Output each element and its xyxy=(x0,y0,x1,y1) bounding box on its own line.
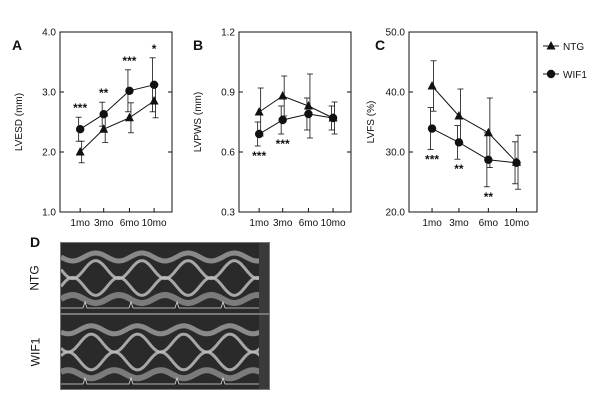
wall-trace xyxy=(61,350,269,372)
y-tick-label-b: 0.3 xyxy=(221,208,235,219)
plot-frame-c xyxy=(408,31,538,213)
data-point-ntg-a xyxy=(75,147,85,156)
significance-mark-c: ** xyxy=(454,162,464,176)
legend-label-ntg: NTG xyxy=(563,42,584,53)
x-tick-label-b: 6mo xyxy=(299,218,319,229)
wall-trace xyxy=(61,367,269,382)
wall-trace xyxy=(61,332,269,354)
legend-marker-ntg xyxy=(546,41,556,50)
x-tick-label-a: 10mo xyxy=(142,218,167,229)
x-tick-label-c: 3mo xyxy=(449,218,469,229)
significance-mark-b: *** xyxy=(252,149,266,163)
x-tick-label-a: 1mo xyxy=(70,218,90,229)
significance-mark-c: *** xyxy=(425,153,439,167)
significance-mark-a: * xyxy=(152,42,157,56)
x-tick-label-c: 6mo xyxy=(479,218,499,229)
ultrasound-row-wif1: WIF1 xyxy=(20,314,280,390)
x-tick-label-b: 3mo xyxy=(273,218,293,229)
significance-mark-b: *** xyxy=(276,137,290,151)
data-point-wif1-c xyxy=(484,155,493,164)
row-label-wif1: WIF1 xyxy=(27,337,42,367)
x-tick-label-c: 1mo xyxy=(422,218,442,229)
y-axis-label-c: LVFS (%) xyxy=(366,101,377,144)
wall-trace xyxy=(61,275,269,297)
data-point-ntg-c xyxy=(483,127,493,137)
legend-marker-wif1 xyxy=(546,69,556,79)
data-point-wif1-a xyxy=(99,110,108,119)
x-tick-label-b: 10mo xyxy=(321,218,346,229)
mmode-image-ntg xyxy=(60,242,270,314)
panel-label-b: B xyxy=(193,37,203,53)
data-point-wif1-c xyxy=(427,124,437,133)
y-tick-label-a: 4.0 xyxy=(42,28,56,39)
series-line-wif1-c xyxy=(431,128,517,164)
y-tick-label-a: 2.0 xyxy=(42,148,56,159)
significance-mark-a: ** xyxy=(99,86,109,100)
data-point-wif1-a xyxy=(149,80,159,90)
y-axis-label-a: LVESD (mm) xyxy=(14,93,25,151)
data-point-ntg-c xyxy=(427,81,437,90)
significance-mark-c: ** xyxy=(484,190,494,204)
data-point-wif1-c xyxy=(454,138,464,147)
y-tick-label-a: 3.0 xyxy=(42,88,56,99)
mmode-image-wif1 xyxy=(60,314,270,390)
wall-trace xyxy=(61,250,269,264)
data-point-wif1-a xyxy=(125,86,134,96)
wall-trace xyxy=(61,291,269,307)
panel-d-label: D xyxy=(30,234,41,250)
data-point-wif1-c xyxy=(512,158,521,167)
y-tick-label-b: 0.9 xyxy=(221,88,235,99)
series-line-ntg-c xyxy=(431,85,517,163)
y-tick-label-c: 20.0 xyxy=(386,208,406,219)
plot-frame-a xyxy=(59,31,173,213)
data-point-wif1-b xyxy=(304,109,313,119)
y-tick-label-b: 0.6 xyxy=(221,148,235,159)
x-tick-label-b: 1mo xyxy=(249,218,269,229)
data-point-ntg-a xyxy=(99,124,109,133)
mmode-trace-ntg xyxy=(61,243,269,313)
series-line-ntg-b xyxy=(258,95,334,119)
ultrasound-row-ntg: NTG xyxy=(20,242,280,314)
ecg-trace xyxy=(61,376,269,385)
y-tick-label-c: 40.0 xyxy=(386,88,406,99)
significance-mark-a: *** xyxy=(122,54,136,68)
significance-mark-a: *** xyxy=(73,101,87,115)
plot-frame-b xyxy=(238,31,352,213)
y-tick-label-c: 50.0 xyxy=(386,28,406,39)
data-point-wif1-b xyxy=(254,129,264,139)
data-point-wif1-a xyxy=(75,125,85,134)
y-tick-label-c: 30.0 xyxy=(386,148,406,159)
panel-label-a: A xyxy=(12,37,22,53)
data-point-wif1-b xyxy=(278,115,287,125)
depth-scale xyxy=(259,243,269,313)
data-point-ntg-c xyxy=(454,111,464,120)
x-tick-label-a: 3mo xyxy=(94,218,114,229)
wall-trace xyxy=(61,323,269,337)
series-line-wif1-b xyxy=(258,113,334,135)
series-line-wif1-a xyxy=(79,84,155,130)
ecg-trace xyxy=(61,300,269,309)
data-point-ntg-a xyxy=(149,96,159,105)
legend-label-wif1: WIF1 xyxy=(563,70,587,81)
x-tick-label-a: 6mo xyxy=(120,218,140,229)
y-tick-label-b: 1.2 xyxy=(221,28,235,39)
series-line-ntg-a xyxy=(79,100,155,153)
mmode-trace-wif1 xyxy=(61,315,269,389)
panel-label-c: C xyxy=(375,37,385,53)
row-label-ntg: NTG xyxy=(28,265,42,291)
y-axis-label-b: LVPWS (mm) xyxy=(193,92,204,152)
data-point-ntg-b xyxy=(278,91,288,100)
y-tick-label-a: 1.0 xyxy=(42,208,56,219)
data-point-wif1-b xyxy=(328,113,338,123)
x-tick-label-c: 10mo xyxy=(504,218,529,229)
depth-scale xyxy=(259,315,269,389)
data-point-ntg-a xyxy=(124,112,134,122)
data-point-ntg-b xyxy=(254,107,264,116)
data-point-ntg-b xyxy=(303,101,313,110)
